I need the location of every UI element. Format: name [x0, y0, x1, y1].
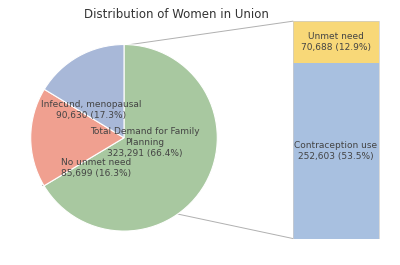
Wedge shape: [44, 45, 124, 138]
Text: No unmet need
85,699 (16.3%): No unmet need 85,699 (16.3%): [61, 158, 131, 178]
Wedge shape: [31, 89, 124, 186]
Text: Contraception use
252,603 (53.5%): Contraception use 252,603 (53.5%): [294, 141, 378, 161]
Text: Distribution of Women in Union: Distribution of Women in Union: [84, 8, 268, 21]
Text: Infecund, menopausal
90,630 (17.3%): Infecund, menopausal 90,630 (17.3%): [41, 100, 142, 120]
Text: Unmet need
70,688 (12.9%): Unmet need 70,688 (12.9%): [301, 32, 371, 52]
Bar: [293, 63, 379, 239]
Wedge shape: [44, 45, 217, 231]
Bar: [293, 21, 379, 63]
Text: Total Demand for Family
Planning
323,291 (66.4%): Total Demand for Family Planning 323,291…: [90, 127, 199, 158]
